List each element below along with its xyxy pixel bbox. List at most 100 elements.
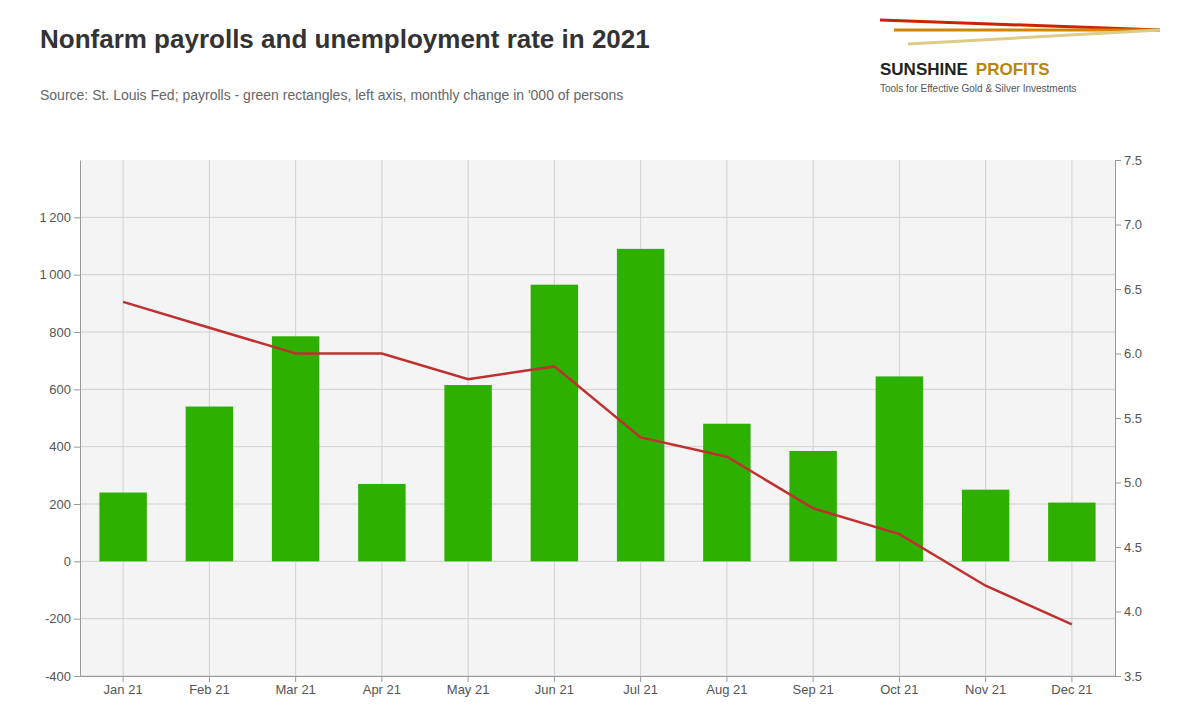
tick-mark <box>1115 483 1121 484</box>
logo-stroke <box>880 20 1160 30</box>
tick-label: Jan 21 <box>104 682 143 697</box>
tick-mark <box>1115 354 1121 355</box>
tick-mark <box>74 389 80 390</box>
grid-line <box>80 389 1115 390</box>
tick: 7.5 <box>1115 153 1142 168</box>
tick-label: 6.0 <box>1124 346 1142 361</box>
tick-mark <box>1115 676 1121 677</box>
tick: Jan 21 <box>104 676 143 697</box>
marks <box>99 249 1095 625</box>
tick: Jul 21 <box>623 676 658 697</box>
tick-label: 600 <box>49 382 71 397</box>
grid-line <box>1071 160 1072 676</box>
tick-label: 400 <box>49 439 71 454</box>
y2-axis: 3.5 4.0 4.5 5.0 5.5 6.0 6.5 7.0 7.5 <box>1115 153 1142 684</box>
grid-line <box>813 160 814 676</box>
tick: Oct 21 <box>880 676 918 697</box>
tick: 5.5 <box>1115 411 1142 426</box>
tick-label: 800 <box>49 325 71 340</box>
grid-line <box>985 160 986 676</box>
bar <box>789 451 836 561</box>
tick-mark <box>1071 676 1072 682</box>
x-axis: Jan 21 Feb 21 Mar 21 Apr 21 May 21 Jun 21 Jul … <box>81 676 1116 697</box>
grid-line <box>80 618 1115 619</box>
tick-label: 7.5 <box>1124 153 1142 168</box>
grid-line <box>80 274 1115 275</box>
tick-mark <box>74 217 80 218</box>
tick: -400 <box>45 669 80 684</box>
tick-label: Apr 21 <box>363 682 401 697</box>
tick: Mar 21 <box>275 676 315 697</box>
bar <box>444 385 491 561</box>
tick-mark <box>74 332 80 333</box>
bar <box>186 407 233 562</box>
tick-mark <box>74 676 80 677</box>
tick-mark <box>1115 225 1121 226</box>
tick-label: 5.5 <box>1124 411 1142 426</box>
tick-label: Oct 21 <box>880 682 918 697</box>
tick-label: 6.5 <box>1124 282 1142 297</box>
tick: 400 <box>49 439 80 454</box>
annotation: Tools for Effective Gold & Silver Invest… <box>880 83 1077 94</box>
tick-label: 200 <box>49 497 71 512</box>
tick-label: -200 <box>45 611 71 626</box>
tick: Sep 21 <box>793 676 834 697</box>
annotation: SUNSHINE <box>880 60 968 79</box>
tick-label: 7.0 <box>1124 217 1142 232</box>
tick-mark <box>813 676 814 682</box>
tick-label: Mar 21 <box>275 682 315 697</box>
tick: Feb 21 <box>189 676 229 697</box>
tick-mark <box>1115 547 1121 548</box>
tick: May 21 <box>447 676 490 697</box>
bar <box>617 249 664 561</box>
tick: 800 <box>49 325 80 340</box>
tick: 1 200 <box>39 210 80 225</box>
tick-mark <box>74 504 80 505</box>
tick-label: Dec 21 <box>1051 682 1092 697</box>
tick-mark <box>123 676 124 682</box>
tick-mark <box>381 676 382 682</box>
tick-label: Feb 21 <box>189 682 229 697</box>
tick-label: 4.0 <box>1124 604 1142 619</box>
tick-label: Sep 21 <box>793 682 834 697</box>
tick: 0 <box>64 554 80 569</box>
chart-container: Nonfarm payrolls and unemployment rate i… <box>0 0 1190 726</box>
tick: 3.5 <box>1115 669 1142 684</box>
bar <box>531 285 578 562</box>
line <box>123 302 1072 625</box>
grid-line <box>726 160 727 676</box>
tick-label: 1 200 <box>39 210 71 225</box>
tick-label: 3.5 <box>1124 669 1142 684</box>
bar <box>272 336 319 561</box>
tick-mark <box>295 676 296 682</box>
tick-label: Aug 21 <box>706 682 747 697</box>
tick: Nov 21 <box>965 676 1006 697</box>
tick-label: Jul 21 <box>623 682 658 697</box>
tick: 4.5 <box>1115 540 1142 555</box>
plot-background <box>80 160 1115 676</box>
logo: SUNSHINE PROFITS Tools for Effective Gold … <box>880 20 1160 94</box>
tick-mark <box>1115 160 1121 161</box>
bar <box>962 490 1009 562</box>
tick-label: Jun 21 <box>535 682 574 697</box>
annotation: PROFITS <box>976 60 1050 79</box>
tick-mark <box>985 676 986 682</box>
tick: 5.0 <box>1115 475 1142 490</box>
tick: Apr 21 <box>363 676 401 697</box>
tick: 7.0 <box>1115 217 1142 232</box>
grid-line <box>80 332 1115 333</box>
grid-line <box>80 446 1115 447</box>
tick-label: 1 000 <box>39 267 71 282</box>
tick-mark <box>726 676 727 682</box>
grid-line <box>123 160 124 676</box>
tick: 6.5 <box>1115 282 1142 297</box>
grid-line <box>80 561 1115 562</box>
tick: 1 000 <box>39 267 80 282</box>
tick: -200 <box>45 611 80 626</box>
tick-label: -400 <box>45 669 71 684</box>
tick-mark <box>74 275 80 276</box>
bar <box>358 484 405 561</box>
grid-line <box>381 160 382 676</box>
tick-label: May 21 <box>447 682 490 697</box>
tick-mark <box>899 676 900 682</box>
